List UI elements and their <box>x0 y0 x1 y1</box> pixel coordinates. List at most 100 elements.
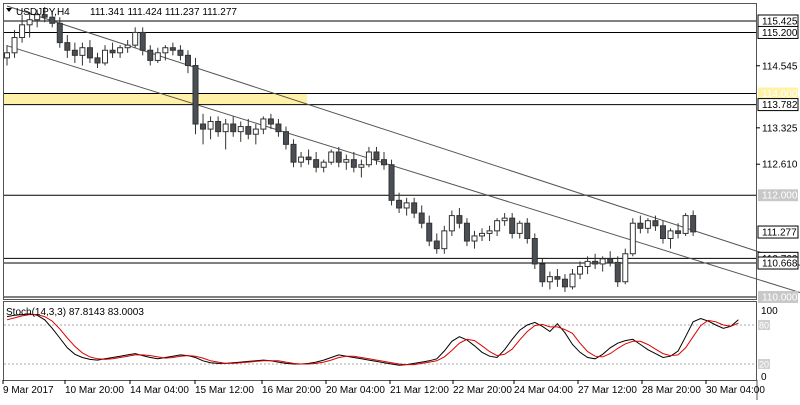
stoch-scale-top: 100 <box>761 306 778 317</box>
candle <box>448 210 455 236</box>
candle <box>335 146 342 168</box>
candle <box>418 205 425 229</box>
candle <box>102 45 109 66</box>
candle <box>56 17 63 48</box>
candle <box>290 139 297 168</box>
candle <box>154 47 161 63</box>
candle <box>501 213 508 226</box>
candle <box>320 159 327 173</box>
candle <box>4 45 10 66</box>
price-tick-label: 112.610 <box>762 160 798 171</box>
price-tick: 115.425 <box>757 14 799 28</box>
triangle-down-icon[interactable] <box>6 8 12 12</box>
candle <box>365 146 372 168</box>
candle <box>26 12 33 38</box>
candle <box>71 42 78 63</box>
candle <box>215 116 222 137</box>
price-tick: 114.545 <box>756 61 798 72</box>
candle <box>622 248 629 285</box>
price-tick-label: 110.000 <box>762 293 798 304</box>
candle <box>426 215 433 247</box>
candle <box>245 118 252 140</box>
stoch-k-line <box>6 313 739 366</box>
candle <box>79 42 86 66</box>
candle <box>230 116 237 137</box>
candle <box>109 42 116 58</box>
stoch-level-tag <box>758 320 770 330</box>
candle <box>690 210 697 236</box>
candle <box>139 27 146 56</box>
candle <box>124 40 131 53</box>
candle <box>267 113 274 130</box>
candle <box>373 146 380 165</box>
main-plot-frame <box>3 3 757 300</box>
time-tick-label: 10 Mar 20:00 <box>65 385 124 396</box>
candle <box>192 57 199 135</box>
candle <box>396 192 403 214</box>
candle <box>162 45 169 61</box>
candle <box>237 121 244 142</box>
price-tick-label: 112.000 <box>762 191 798 202</box>
candle <box>607 251 614 267</box>
candle <box>381 152 387 170</box>
candle <box>94 52 101 69</box>
candle <box>34 9 41 28</box>
time-tick-label: 20 Mar 04:00 <box>326 385 385 396</box>
price-tick-label: 113.782 <box>762 100 798 111</box>
price-tick-label: 115.200 <box>762 28 798 39</box>
candle <box>184 50 191 74</box>
candle <box>644 218 651 234</box>
candle <box>222 118 229 150</box>
candle <box>275 118 282 137</box>
candle <box>313 152 320 173</box>
time-tick-label: 30 Mar 04:00 <box>706 385 765 396</box>
symbol-label: USDJPY,H4 <box>16 7 70 18</box>
candle <box>403 197 410 216</box>
candle <box>86 40 93 63</box>
candle <box>456 207 463 229</box>
price-tick: 111.277 <box>757 225 799 239</box>
candle <box>305 149 312 165</box>
time-tick-label: 28 Mar 20:00 <box>642 385 701 396</box>
candle <box>132 27 139 48</box>
time-tick-label: 15 Mar 12:00 <box>195 385 254 396</box>
candle <box>509 213 516 239</box>
candle <box>659 220 666 244</box>
resistance-zone <box>4 93 307 105</box>
price-tick: 112.000 <box>758 189 798 202</box>
candle <box>207 116 214 140</box>
candle <box>117 45 124 58</box>
candle <box>49 11 56 28</box>
candle <box>441 225 448 254</box>
price-tick-label: 111.277 <box>762 228 797 239</box>
price-tick: 113.782 <box>757 98 799 112</box>
candle <box>350 152 357 173</box>
candle <box>64 34 71 58</box>
price-tick-label: 114.545 <box>762 61 798 72</box>
time-tick-label: 16 Mar 20:00 <box>262 385 321 396</box>
stoch-scale-bottom: 0 <box>761 372 767 383</box>
candle <box>561 274 568 292</box>
candle <box>546 271 553 290</box>
ohlc-label: 111.341 111.424 111.237 111.277 <box>90 7 237 18</box>
channel-upper-line <box>6 5 800 266</box>
candle <box>252 124 259 145</box>
candle <box>169 42 176 56</box>
price-tick-label: 114.000 <box>762 89 798 100</box>
candle <box>411 197 418 219</box>
candle <box>463 218 470 247</box>
time-tick-label: 21 Mar 12:00 <box>390 385 449 396</box>
price-tick: 110.668 <box>757 256 799 270</box>
candle <box>388 159 395 206</box>
candle <box>531 233 538 270</box>
candle <box>629 218 636 257</box>
candle <box>637 215 644 234</box>
candle <box>147 45 154 66</box>
candle <box>282 126 289 150</box>
candle <box>539 258 546 287</box>
time-tick-label: 27 Mar 12:00 <box>578 385 637 396</box>
time-tick-label: 24 Mar 04:00 <box>514 385 573 396</box>
candle <box>614 256 621 287</box>
candle <box>652 215 659 231</box>
